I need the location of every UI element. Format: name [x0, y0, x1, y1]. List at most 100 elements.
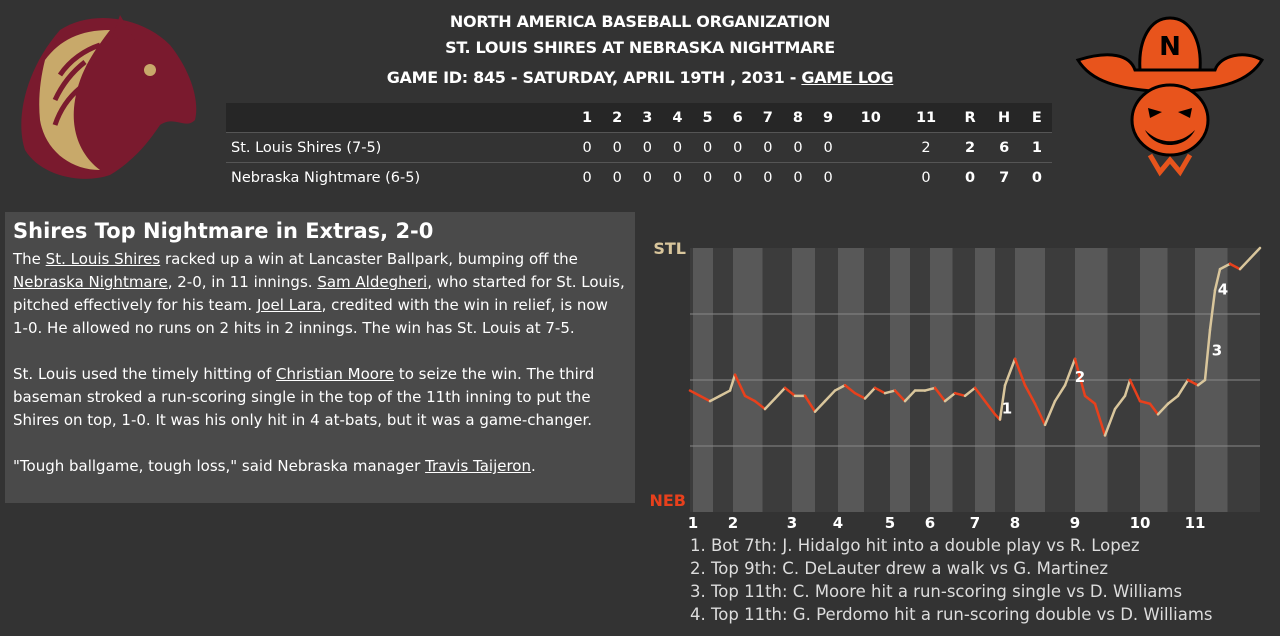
score-cell: 0	[722, 132, 753, 163]
probability-segment	[1213, 267, 1222, 292]
score-cell: 7	[986, 162, 1022, 192]
probability-segment	[1176, 378, 1190, 398]
annotation-marker: 2	[1075, 368, 1085, 386]
column-header: 3	[632, 103, 663, 133]
annotation-marker: 4	[1218, 281, 1228, 299]
probability-segment	[893, 389, 907, 403]
probability-segment	[1003, 357, 1017, 387]
blank	[226, 103, 572, 133]
annotation-note: 3. Top 11th: C. Moore hit a run-scoring …	[690, 582, 1183, 601]
probability-segment	[903, 389, 917, 403]
probability-segment	[1186, 378, 1200, 387]
probability-segment	[863, 386, 877, 400]
probability-segment	[1023, 384, 1037, 406]
team-name: Nebraska Nightmare (6-5)	[226, 162, 572, 192]
score-cell: 0	[782, 162, 813, 192]
probability-segment	[728, 373, 737, 392]
annotation-marker: 3	[1212, 341, 1222, 359]
link[interactable]: Travis Taijeron	[425, 457, 531, 475]
probability-segment	[883, 389, 897, 395]
text: to seize the win. The third baseman stro…	[13, 365, 595, 429]
score-cell: 0	[632, 132, 663, 163]
probability-segment	[688, 389, 702, 398]
text: "Tough ballgame, tough loss," said Nebra…	[13, 457, 426, 475]
column-header: 6	[722, 103, 753, 133]
annotation-note: 2. Top 9th: C. DeLauter drew a walk vs G…	[690, 559, 1109, 578]
x-tick-label: 4	[833, 514, 843, 532]
probability-segment	[708, 394, 722, 403]
probability-segment	[1138, 399, 1152, 406]
probability-segment	[698, 394, 712, 403]
probability-segment	[998, 384, 1007, 421]
text: , credited with the win in relief, is no…	[13, 296, 608, 337]
score-cell: 0	[632, 162, 663, 192]
probability-segment	[873, 386, 887, 395]
link[interactable]: St. Louis Shires	[45, 250, 161, 268]
link[interactable]: Nebraska Nightmare	[13, 273, 168, 291]
text: The	[13, 250, 46, 268]
text: racked up a win at Lancaster Ballpark, b…	[160, 250, 578, 268]
probability-segment	[1128, 378, 1142, 403]
probability-segment	[1156, 402, 1170, 416]
column-header: 4	[662, 103, 693, 133]
column-header: 11	[898, 103, 954, 133]
x-tick-label: 7	[970, 514, 980, 532]
score-cell: 0	[898, 162, 954, 192]
probability-segment	[1248, 246, 1262, 260]
probability-segment	[923, 386, 937, 392]
x-tick-label: 1	[688, 514, 698, 532]
column-header: 7	[752, 103, 783, 133]
annotation-note: 4. Top 11th: G. Perdomo hit a run-scorin…	[690, 605, 1213, 624]
x-tick-label: 9	[1070, 514, 1080, 532]
probability-segment	[823, 389, 837, 403]
probability-segment	[783, 386, 797, 398]
probability-segment	[843, 384, 857, 395]
link[interactable]: Sam Aldegheri	[317, 273, 428, 291]
x-tick-label: 6	[925, 514, 935, 532]
team-row: Nebraska Nightmare (6-5) 0 0 0 0 0 0 0 0 0 0 0 7 0	[226, 162, 1052, 192]
bottom-label: NEB	[649, 491, 686, 510]
probability-segment	[1166, 394, 1180, 406]
probability-segment	[1083, 394, 1097, 406]
matchup: ST. LOUIS SHIRES AT NEBRASKA NIGHTMARE	[445, 38, 835, 57]
probability-segment	[1033, 402, 1047, 427]
score-cell: 0	[572, 162, 603, 192]
probability-segment	[1148, 402, 1160, 416]
score-cell: 6	[986, 132, 1022, 163]
probability-segment	[1043, 399, 1057, 427]
probability-segment	[1063, 357, 1077, 387]
probability-segment	[1218, 262, 1232, 271]
probability-segment	[963, 386, 977, 398]
score-cell: 1	[1021, 132, 1052, 163]
score-cell: 0	[602, 162, 633, 192]
score-cell: 0	[752, 132, 783, 163]
column-header: R	[953, 103, 987, 133]
score-cell: 0	[692, 162, 723, 192]
link[interactable]: Joel Lara	[256, 296, 322, 314]
probability-segment	[833, 384, 847, 392]
column-header: 10	[843, 103, 899, 133]
article: Shires Top Nightmare in Extras, 2-0 The S…	[5, 212, 635, 503]
probability-segment	[1103, 407, 1117, 437]
probability-segment	[753, 399, 767, 411]
paragraph: The St. Louis Shires racked up a win at …	[13, 248, 627, 340]
probability-segment	[1013, 357, 1027, 387]
probability-segment	[743, 394, 757, 403]
probability-segment	[1238, 257, 1252, 271]
score-cell	[843, 132, 899, 163]
probability-segment	[853, 391, 867, 400]
score-cell: 0	[782, 132, 813, 163]
annotation-note: 1. Bot 7th: J. Hidalgo hit into a double…	[690, 536, 1140, 555]
annotation-marker: 1	[1002, 400, 1012, 418]
score-cell: 0	[662, 132, 693, 163]
paragraph: "Tough ballgame, tough loss," said Nebra…	[13, 455, 627, 478]
score-cell: 0	[752, 162, 783, 192]
x-tick-label: 10	[1130, 514, 1151, 532]
link[interactable]: Christian Moore	[276, 365, 395, 383]
column-header: 8	[782, 103, 813, 133]
score-cell: 0	[692, 132, 723, 163]
score-cell: 2	[898, 132, 954, 163]
game-log-link[interactable]: GAME LOG	[801, 68, 894, 87]
score-cell: 0	[953, 162, 987, 192]
